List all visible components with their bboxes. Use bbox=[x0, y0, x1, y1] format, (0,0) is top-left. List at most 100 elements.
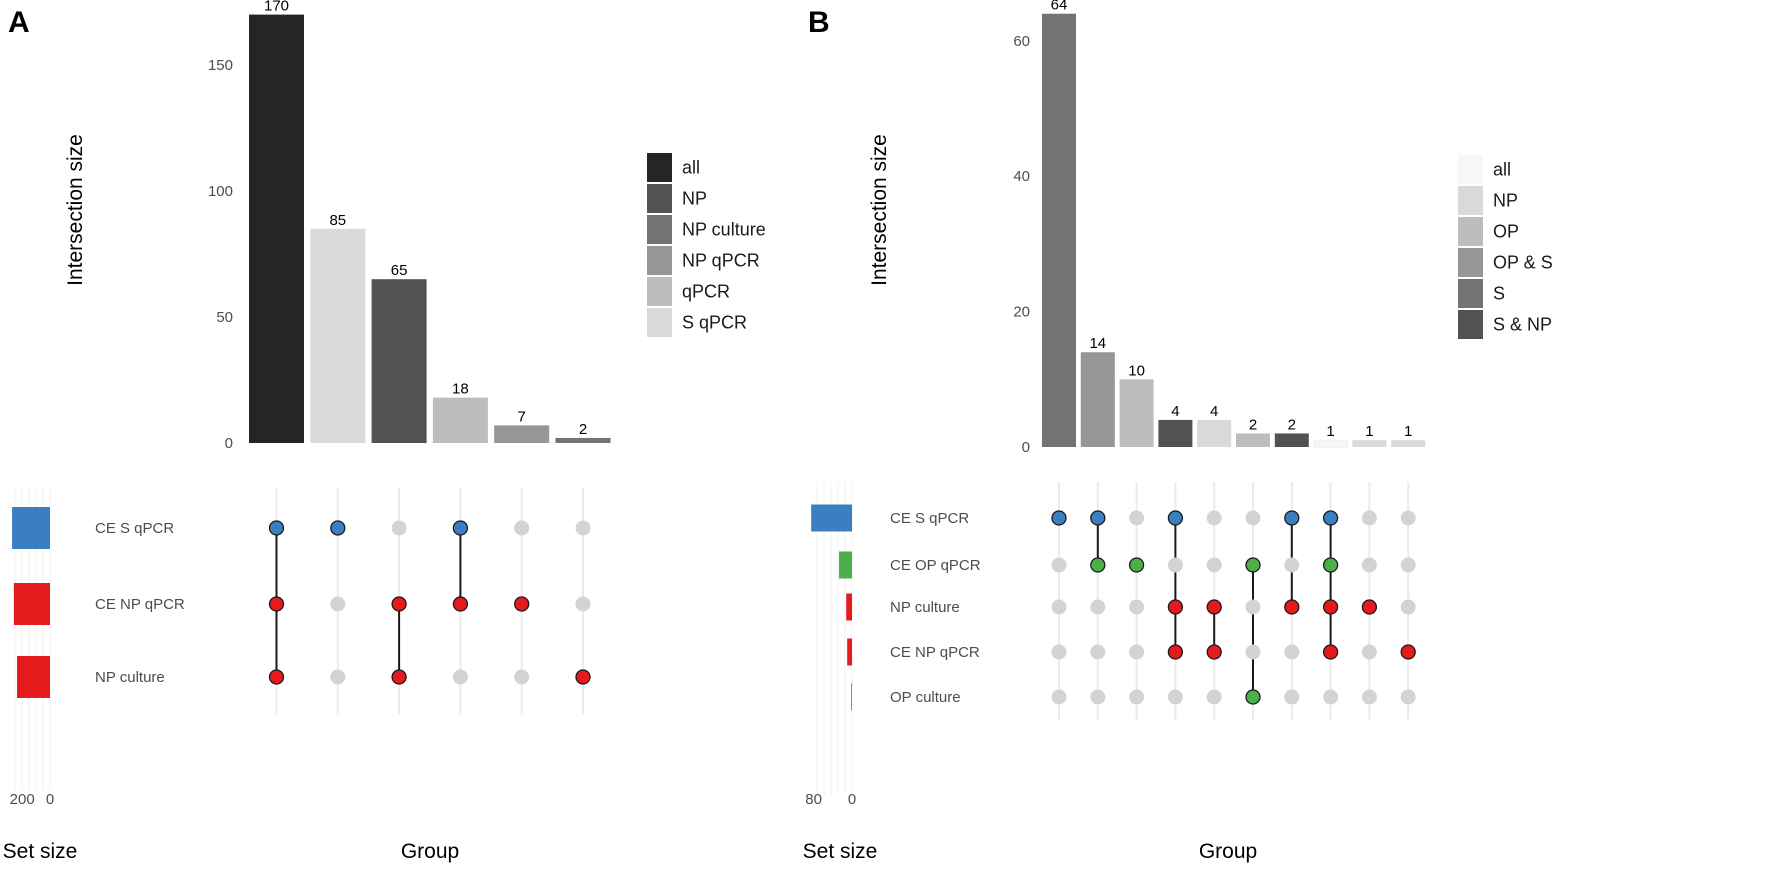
panel-a-intersection-bar bbox=[249, 14, 304, 443]
panel-a-set-size-bar bbox=[17, 656, 50, 698]
panel-b-legend-label: all bbox=[1493, 160, 1511, 180]
panel-b-legend-label: S bbox=[1493, 284, 1505, 304]
panel-b-intersection-bar bbox=[1236, 433, 1270, 447]
panel-a-legend-label: qPCR bbox=[682, 282, 730, 302]
panel-a-matrix-dot-inactive bbox=[575, 596, 591, 612]
panel-a-legend-swatch bbox=[647, 277, 672, 306]
panel-b-matrix-dot-inactive bbox=[1090, 599, 1106, 615]
panel-b-bar-value-label: 2 bbox=[1288, 416, 1296, 433]
panel-a-x-axis-title: Group bbox=[401, 840, 459, 863]
panel-b-matrix-dot-inactive bbox=[1129, 644, 1145, 660]
panel-b-intersection-bar bbox=[1158, 419, 1193, 447]
panel-b-matrix-dot-inactive bbox=[1361, 689, 1377, 705]
panel-b-intersection-bar bbox=[1119, 379, 1154, 447]
panel-a-legend-label: NP culture bbox=[682, 220, 766, 240]
panel-b-bar-value-label: 1 bbox=[1404, 423, 1412, 440]
panel-a: 0 50 100 150 170 85 65 18 7 2 CE S qPCR CE NP qPCR N… bbox=[10, 0, 766, 808]
panel-a-bar-value-label: 18 bbox=[452, 381, 469, 398]
panel-b-legend-swatch bbox=[1458, 248, 1483, 277]
panel-b-matrix-dot-inactive bbox=[1323, 689, 1339, 705]
panel-b-y-tick-label: 0 bbox=[1022, 439, 1030, 456]
panel-b-matrix-dot-inactive bbox=[1167, 557, 1183, 573]
panel-b-matrix-dot-active bbox=[1090, 510, 1106, 526]
panel-a-matrix-dot-active bbox=[268, 596, 285, 612]
panel-b-matrix-dot-active bbox=[1206, 644, 1222, 660]
panel-a-y-tick-label: 100 bbox=[208, 183, 233, 200]
panel-a-y-axis-title: Intersection size bbox=[64, 134, 87, 286]
panel-b-matrix-dot-active bbox=[1245, 689, 1261, 705]
panel-b-y-tick-label: 40 bbox=[1013, 168, 1030, 185]
panel-letter-a: A bbox=[8, 6, 30, 39]
panel-a-matrix-dot-inactive bbox=[330, 596, 346, 612]
panel-b-matrix-dot-inactive bbox=[1129, 689, 1145, 705]
panel-a-bar-value-label: 170 bbox=[264, 0, 289, 15]
panel-b-legend-label: NP bbox=[1493, 191, 1518, 211]
panel-b-bar-value-label: 1 bbox=[1326, 423, 1334, 440]
panel-b-matrix-dot-inactive bbox=[1284, 689, 1300, 705]
panel-a-intersection-bar bbox=[371, 279, 427, 443]
panel-b-matrix-dot-active bbox=[1361, 599, 1378, 615]
panel-b-matrix-dot-inactive bbox=[1284, 557, 1300, 573]
panel-b-matrix-dot-inactive bbox=[1206, 689, 1222, 705]
panel-b-legend-swatch bbox=[1458, 279, 1483, 308]
panel-b-bar-value-label: 1 bbox=[1365, 423, 1373, 440]
panel-b-matrix-dot-active bbox=[1167, 599, 1184, 615]
panel-b-set-size-tick-label: 0 bbox=[848, 791, 856, 808]
panel-b-matrix-dot-inactive bbox=[1400, 689, 1416, 705]
panel-a-matrix-dot-active bbox=[452, 596, 469, 612]
panel-a-intersection-bar bbox=[432, 397, 488, 443]
panel-b-intersection-bar bbox=[1080, 352, 1115, 447]
panel-b-set-size-title: Set size bbox=[803, 840, 878, 863]
panel-b-legend-swatch bbox=[1458, 155, 1483, 184]
panel-a-legend-swatch bbox=[647, 215, 672, 244]
panel-b-set-size-bar bbox=[839, 551, 852, 579]
panel-a-intersection-bar bbox=[494, 425, 550, 443]
panel-b-matrix-dot-inactive bbox=[1206, 557, 1222, 573]
panel-b-matrix-dot-active bbox=[1400, 644, 1416, 660]
panel-b-matrix-dot-inactive bbox=[1361, 644, 1377, 660]
panel-a-set-size-bar bbox=[13, 583, 50, 625]
panel-a-legend-swatch bbox=[647, 184, 672, 213]
panel-b-matrix-dot-inactive bbox=[1245, 510, 1261, 526]
panel-a-set-name-label: CE NP qPCR bbox=[95, 596, 185, 613]
panel-b-matrix-dot-inactive bbox=[1090, 644, 1106, 660]
panel-a-matrix-dot-active bbox=[514, 596, 530, 612]
panel-b-matrix-dot-active bbox=[1090, 557, 1106, 573]
panel-b-matrix-dot-active bbox=[1128, 557, 1145, 573]
panel-b-matrix-dot-active bbox=[1051, 510, 1067, 526]
panel-a-matrix-dot-inactive bbox=[452, 669, 468, 685]
panel-b-matrix-dot-inactive bbox=[1400, 599, 1416, 615]
panel-b: 0 20 40 60 64 14 10 4 4 2 2 1 1 1 CE S qPCR CE OP qPCR N… bbox=[805, 0, 1552, 808]
panel-b-bar-value-label: 4 bbox=[1171, 403, 1179, 420]
panel-b-set-size-bar bbox=[846, 593, 852, 621]
panel-a-legend-label: NP qPCR bbox=[682, 251, 760, 271]
panel-a-matrix-dot-inactive bbox=[330, 669, 346, 685]
panel-b-bar-value-label: 14 bbox=[1089, 335, 1106, 352]
panel-b-matrix-dot-active bbox=[1206, 599, 1222, 615]
panel-a-matrix-dot-inactive bbox=[514, 520, 530, 536]
panel-b-bar-value-label: 10 bbox=[1128, 362, 1145, 379]
panel-b-matrix-dot-inactive bbox=[1051, 644, 1067, 660]
panel-b-intersection-bar bbox=[1391, 440, 1426, 447]
panel-a-set-name-label: CE S qPCR bbox=[95, 520, 174, 537]
panel-a-matrix-dot-active bbox=[330, 520, 346, 536]
panel-b-matrix-dot-active bbox=[1284, 599, 1300, 615]
panel-a-y-tick-label: 0 bbox=[225, 435, 233, 452]
panel-b-set-name-label: CE OP qPCR bbox=[890, 557, 981, 574]
panel-b-set-name-label: CE S qPCR bbox=[890, 510, 969, 527]
panel-b-matrix-dot-inactive bbox=[1167, 689, 1183, 705]
panel-b-bar-value-label: 2 bbox=[1249, 416, 1257, 433]
panel-b-set-size-tick-label: 80 bbox=[805, 791, 822, 808]
panel-letter-b: B bbox=[808, 6, 830, 39]
panel-b-matrix-dot-inactive bbox=[1361, 510, 1377, 526]
panel-a-set-name-label: NP culture bbox=[95, 669, 165, 686]
panel-b-matrix-dot-active bbox=[1284, 510, 1300, 526]
panel-b-set-name-label: OP culture bbox=[890, 689, 961, 706]
panel-a-set-size-tick-label: 0 bbox=[46, 791, 54, 808]
panel-b-matrix-dot-inactive bbox=[1361, 557, 1377, 573]
panel-b-legend-swatch bbox=[1458, 186, 1483, 215]
panel-b-y-tick-label: 60 bbox=[1013, 33, 1030, 50]
panel-a-bar-value-label: 7 bbox=[518, 408, 526, 425]
panel-a-legend-swatch bbox=[647, 153, 672, 182]
